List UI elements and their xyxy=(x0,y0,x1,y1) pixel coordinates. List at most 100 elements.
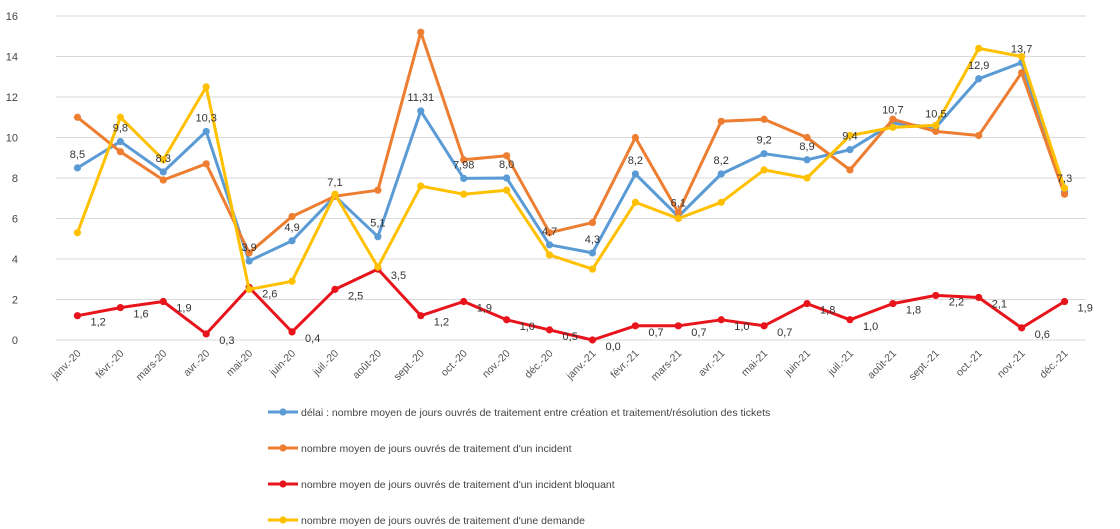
data-label: 4,9 xyxy=(284,222,299,234)
x-tick-label: juin-21 xyxy=(782,348,814,380)
data-point xyxy=(202,330,210,338)
data-point xyxy=(588,336,597,344)
x-tick-label: janv.-21 xyxy=(564,348,599,383)
data-point xyxy=(717,316,725,324)
data-point xyxy=(503,152,511,160)
data-label: 4,3 xyxy=(585,234,600,246)
data-point xyxy=(331,285,339,293)
data-point xyxy=(760,166,768,174)
legend: délai : nombre moyen de jours ouvrés de … xyxy=(268,407,770,527)
data-label: 7,1 xyxy=(327,177,342,189)
x-tick-label: févr.-20 xyxy=(93,348,126,381)
x-tick-label: sept.-20 xyxy=(392,348,427,383)
data-label: 1,6 xyxy=(133,309,148,321)
data-point xyxy=(288,328,296,336)
data-point xyxy=(159,168,167,176)
data-label: 10,3 xyxy=(195,112,216,124)
gridlines xyxy=(56,15,1086,341)
data-point xyxy=(1060,184,1069,192)
data-label: 3,5 xyxy=(391,270,406,282)
data-point xyxy=(932,291,940,300)
x-tick-label: janv.-20 xyxy=(49,348,84,383)
data-label: 13,7 xyxy=(1011,44,1032,56)
data-label: 6,1 xyxy=(671,197,686,209)
series-line xyxy=(76,46,1066,291)
data-point xyxy=(331,190,339,198)
data-point xyxy=(245,249,253,257)
x-tick-label: mai-20 xyxy=(224,348,255,379)
data-point xyxy=(545,241,554,249)
data-point xyxy=(202,127,210,136)
y-tick-label: 0 xyxy=(12,335,18,347)
data-point xyxy=(460,190,468,198)
data-label: 9,8 xyxy=(113,123,128,135)
data-point xyxy=(889,299,897,308)
data-point xyxy=(631,170,639,178)
data-point xyxy=(975,293,983,302)
y-tick-label: 4 xyxy=(12,254,18,266)
data-label: 8,2 xyxy=(714,155,729,167)
data-point xyxy=(288,212,296,221)
y-tick-label: 12 xyxy=(6,92,18,104)
data-point xyxy=(760,322,768,330)
data-point xyxy=(889,123,897,131)
series-line xyxy=(76,267,1066,342)
data-point xyxy=(288,277,296,285)
data-label: 0,6 xyxy=(1035,329,1050,341)
data-labels: 8,5 9,8 8,3 10,3 3,9 4,9 7,1 5,1 11,31 7,98 8,0 4,7… xyxy=(70,44,1093,353)
data-point xyxy=(417,182,425,190)
data-label: 4,7 xyxy=(542,226,557,238)
data-point xyxy=(1018,69,1026,77)
data-point xyxy=(846,166,854,174)
data-label: 0,7 xyxy=(777,327,792,339)
data-point xyxy=(159,156,167,164)
data-label: 1,8 xyxy=(820,305,835,317)
data-point xyxy=(202,160,210,168)
data-label: 11,31 xyxy=(407,92,434,104)
data-label: 3,9 xyxy=(241,242,256,254)
data-point xyxy=(975,75,983,83)
data-point xyxy=(846,316,854,324)
data-point xyxy=(73,312,82,320)
x-tick-label: juil.-21 xyxy=(825,348,856,379)
data-point xyxy=(503,186,511,194)
x-tick-label: nov.-21 xyxy=(995,348,1028,381)
x-tick-label: sept.-21 xyxy=(907,348,942,383)
data-point xyxy=(932,127,940,136)
legend-marker xyxy=(279,516,287,524)
data-point xyxy=(588,218,597,227)
data-point xyxy=(588,249,597,257)
data-label: 10,5 xyxy=(925,108,946,120)
data-label: 1,2 xyxy=(90,317,105,329)
data-point xyxy=(631,133,639,142)
data-label: 12,9 xyxy=(968,60,989,72)
data-point xyxy=(417,312,425,320)
data-point xyxy=(803,133,811,142)
legend-marker xyxy=(279,444,287,452)
data-label: 1,0 xyxy=(734,321,749,333)
x-tick-label: déc.-20 xyxy=(522,348,555,381)
data-point xyxy=(846,146,854,154)
data-label: 1,9 xyxy=(176,303,191,315)
data-point xyxy=(932,121,940,129)
data-point xyxy=(503,316,511,324)
data-point xyxy=(588,265,597,273)
data-point xyxy=(417,107,425,115)
data-point xyxy=(975,131,983,140)
data-point xyxy=(889,115,897,123)
x-tick-label: mars-20 xyxy=(134,348,170,384)
data-label: 1,8 xyxy=(906,305,921,317)
data-point xyxy=(460,297,468,306)
x-tick-label: avr.-20 xyxy=(181,348,212,379)
x-axis: janv.-20 févr.-20 mars-20 avr.-20 mai-20 juin… xyxy=(49,348,1071,384)
legend-label: nombre moyen de jours ouvrés de traiteme… xyxy=(301,479,615,491)
data-label: 0,0 xyxy=(605,341,620,353)
data-label: 5,1 xyxy=(370,218,385,230)
data-point xyxy=(717,117,725,125)
data-point xyxy=(374,186,382,194)
data-label: 1,0 xyxy=(520,321,535,333)
data-point xyxy=(760,150,768,158)
x-tick-label: juin-20 xyxy=(267,348,299,380)
data-label: 8,2 xyxy=(628,155,643,167)
